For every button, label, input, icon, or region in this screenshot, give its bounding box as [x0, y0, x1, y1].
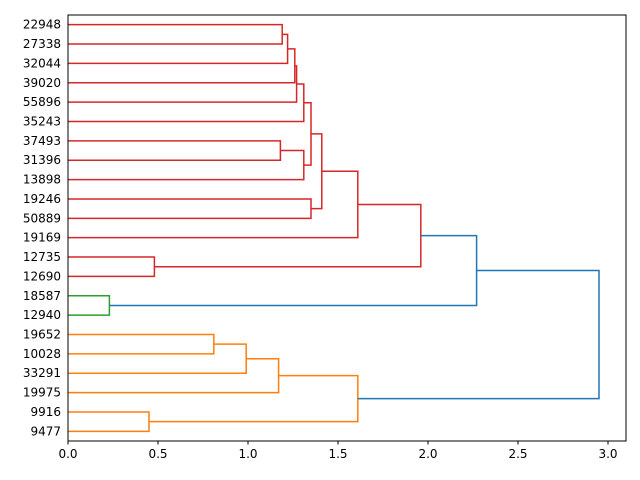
- dendrogram-link-m13: [154, 203, 422, 268]
- dendrogram-link-m9: [68, 198, 312, 220]
- leaf-label: 12940: [23, 308, 61, 322]
- x-tick-label: 2.0: [418, 447, 437, 461]
- dendrogram-link-m16: [68, 333, 215, 355]
- x-tick-label: 0.0: [58, 447, 77, 461]
- dendrogram-link-m19: [68, 411, 150, 433]
- leaf-label: 22948: [23, 18, 61, 32]
- leaf-label: 19652: [23, 328, 61, 342]
- dendrogram-link-m2: [68, 33, 289, 65]
- dendrogram-link-m12: [68, 256, 156, 278]
- leaf-label: 19975: [23, 386, 61, 400]
- leaf-label: 27338: [23, 37, 61, 51]
- x-tick-label: 3.0: [598, 447, 617, 461]
- leaf-label: 33291: [23, 366, 61, 380]
- dendrogram-link-m4: [68, 65, 298, 103]
- x-tick-label: 1.0: [238, 447, 257, 461]
- dendrogram-link-m7: [68, 149, 305, 181]
- dendrogram-link-m20: [149, 374, 359, 423]
- leaf-label: 31396: [23, 153, 61, 167]
- x-tick-label: 1.5: [328, 447, 347, 461]
- dendrogram-link-m18: [68, 357, 280, 394]
- dendrogram-link-m10: [311, 133, 323, 210]
- leaf-label: 50889: [23, 211, 61, 225]
- leaf-label: 10028: [23, 347, 61, 361]
- dendrogram-link-m21: [357, 269, 600, 400]
- leaf-label: 12690: [23, 269, 61, 283]
- leaf-label: 32044: [23, 56, 61, 70]
- x-tick-label: 2.5: [508, 447, 527, 461]
- leaf-label: 19169: [23, 231, 61, 245]
- leaf-label: 12735: [23, 250, 61, 264]
- leaf-label: 55896: [23, 95, 61, 109]
- x-tick-label: 0.5: [148, 447, 167, 461]
- leaf-label: 37493: [23, 134, 61, 148]
- dendrogram-link-m1: [68, 23, 283, 45]
- dendrogram-link-m14: [68, 295, 111, 316]
- leaf-label: 13898: [23, 173, 61, 187]
- leaf-label: 9477: [30, 424, 61, 438]
- leaf-label: 18587: [23, 289, 61, 303]
- dendrogram-link-m11: [68, 170, 359, 239]
- dendrogram-link-m3: [68, 48, 296, 84]
- dendrogram-link-m17: [68, 343, 247, 374]
- dendrogram-link-m8: [303, 101, 312, 166]
- dendrogram-link-m6: [68, 140, 282, 161]
- leaf-label: 19246: [23, 192, 61, 206]
- plot-frame: [67, 14, 627, 442]
- x-axis: 0.0 0.5 1.0 1.5 2.0 2.5 3.0: [58, 441, 618, 461]
- leaf-label: 9916: [30, 405, 61, 419]
- leaf-label: 35243: [23, 115, 61, 129]
- dendrogram-links: [68, 23, 600, 433]
- leaf-labels: 22948 27338 32044 39020 55896 35243 37493 31396…: [23, 18, 61, 439]
- leaf-label: 39020: [23, 76, 61, 90]
